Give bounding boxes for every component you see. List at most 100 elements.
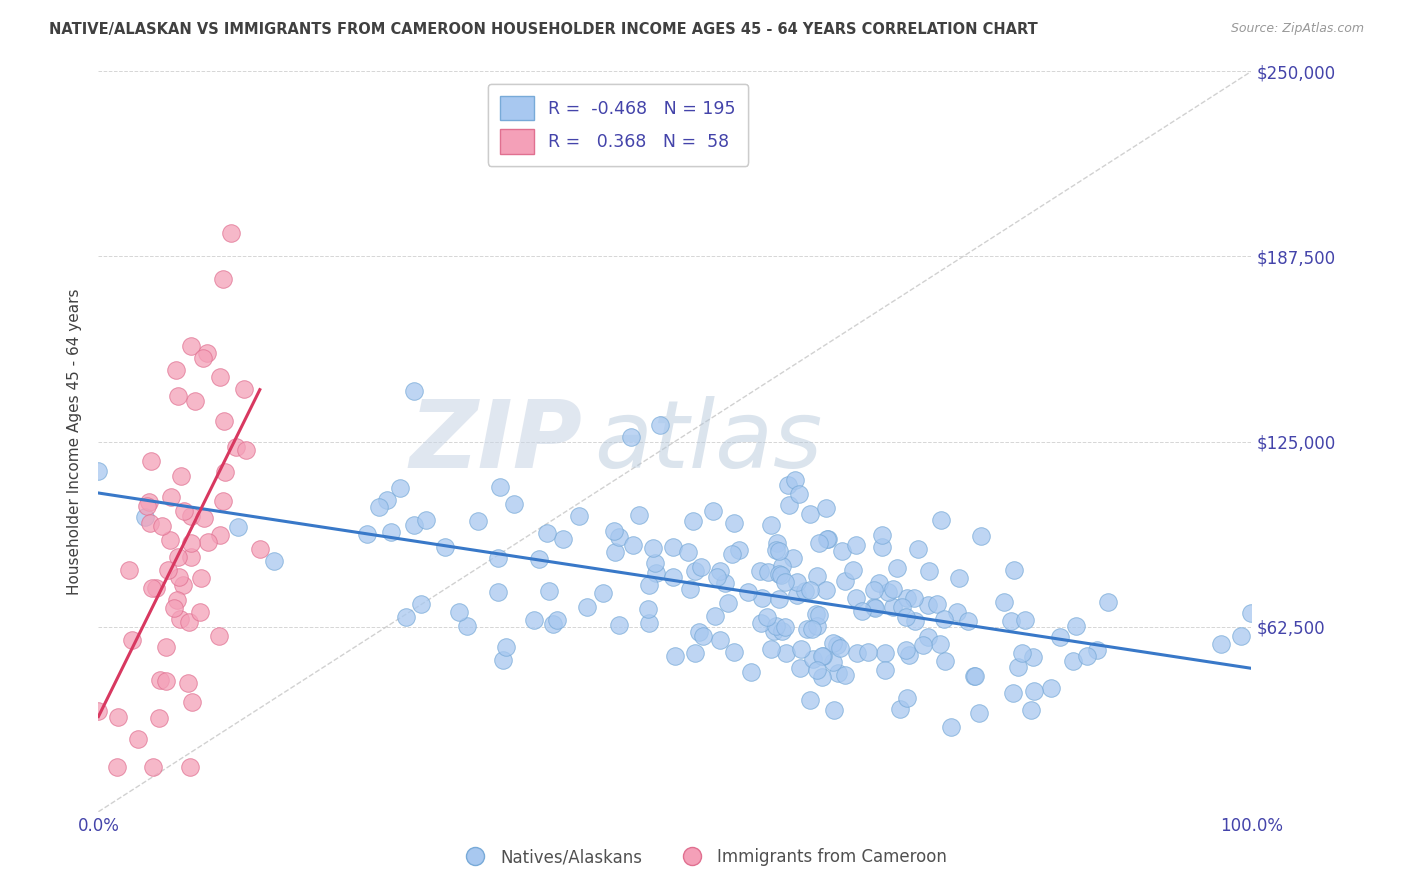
Point <box>395 609 418 624</box>
Point <box>172 578 194 592</box>
Point <box>163 600 186 615</box>
Point <box>173 504 195 518</box>
Point <box>702 503 724 517</box>
Point <box>929 637 952 651</box>
Point <box>956 614 979 628</box>
Point <box>782 551 804 566</box>
Point <box>180 509 202 524</box>
Point <box>492 653 515 667</box>
Point <box>863 600 886 615</box>
Point <box>356 527 378 541</box>
Point <box>783 473 806 487</box>
Point <box>648 418 671 433</box>
Point <box>769 567 792 582</box>
Point <box>863 582 886 597</box>
Point <box>811 670 834 684</box>
Point <box>789 487 811 501</box>
Point <box>927 597 949 611</box>
Point <box>830 641 852 656</box>
Point <box>159 533 181 547</box>
Point <box>678 545 700 559</box>
Point <box>1209 637 1232 651</box>
Point <box>851 604 873 618</box>
Point <box>662 540 685 554</box>
Point <box>766 535 789 549</box>
Point <box>207 629 229 643</box>
Point <box>404 384 426 398</box>
Point <box>882 599 904 614</box>
Point <box>232 382 254 396</box>
Point <box>197 534 219 549</box>
Point <box>529 551 551 566</box>
Point <box>773 574 796 589</box>
Point <box>894 610 917 624</box>
Point <box>709 564 731 578</box>
Point <box>389 482 412 496</box>
Point <box>749 615 772 630</box>
Point <box>603 545 626 559</box>
Point <box>1049 630 1071 644</box>
Point <box>790 642 813 657</box>
Point <box>179 615 201 629</box>
Point <box>810 649 832 664</box>
Point <box>845 591 868 606</box>
Point <box>863 600 886 615</box>
Point <box>877 584 900 599</box>
Point <box>105 760 128 774</box>
Point <box>904 614 927 628</box>
Point <box>831 544 853 558</box>
Point <box>179 760 201 774</box>
Point <box>628 508 651 523</box>
Point <box>706 570 728 584</box>
Point <box>827 665 849 680</box>
Point <box>180 549 202 564</box>
Point <box>127 731 149 746</box>
Point <box>523 614 546 628</box>
Point <box>139 516 162 531</box>
Point <box>727 543 749 558</box>
Point <box>367 500 389 514</box>
Point <box>623 538 645 552</box>
Point <box>637 601 659 615</box>
Point <box>823 702 845 716</box>
Point <box>212 272 235 286</box>
Point <box>870 540 893 554</box>
Point <box>934 654 956 668</box>
Point <box>897 648 920 662</box>
Point <box>212 493 235 508</box>
Point <box>896 643 918 657</box>
Point <box>692 629 714 643</box>
Legend: Natives/Alaskans, Immigrants from Cameroon: Natives/Alaskans, Immigrants from Camero… <box>453 842 953 873</box>
Point <box>235 443 257 458</box>
Point <box>1002 686 1025 700</box>
Point <box>188 605 211 619</box>
Point <box>807 608 830 623</box>
Point <box>817 532 839 546</box>
Point <box>799 692 821 706</box>
Point <box>225 440 247 454</box>
Point <box>934 612 956 626</box>
Text: Source: ZipAtlas.com: Source: ZipAtlas.com <box>1230 22 1364 36</box>
Point <box>160 490 183 504</box>
Point <box>664 649 686 664</box>
Point <box>219 226 242 240</box>
Point <box>603 524 626 538</box>
Point <box>195 346 218 360</box>
Point <box>107 710 129 724</box>
Text: NATIVE/ALASKAN VS IMMIGRANTS FROM CAMEROON HOUSEHOLDER INCOME AGES 45 - 64 YEARS: NATIVE/ALASKAN VS IMMIGRANTS FROM CAMERO… <box>49 22 1038 37</box>
Point <box>226 519 249 533</box>
Point <box>409 597 432 611</box>
Point <box>821 655 844 669</box>
Point <box>806 569 828 583</box>
Point <box>155 674 177 689</box>
Point <box>723 516 745 530</box>
Point <box>1097 594 1119 608</box>
Point <box>167 550 190 565</box>
Point <box>553 532 575 546</box>
Point <box>815 500 838 515</box>
Point <box>845 646 868 660</box>
Point <box>709 632 731 647</box>
Point <box>770 624 793 639</box>
Point <box>814 583 837 598</box>
Point <box>896 591 918 606</box>
